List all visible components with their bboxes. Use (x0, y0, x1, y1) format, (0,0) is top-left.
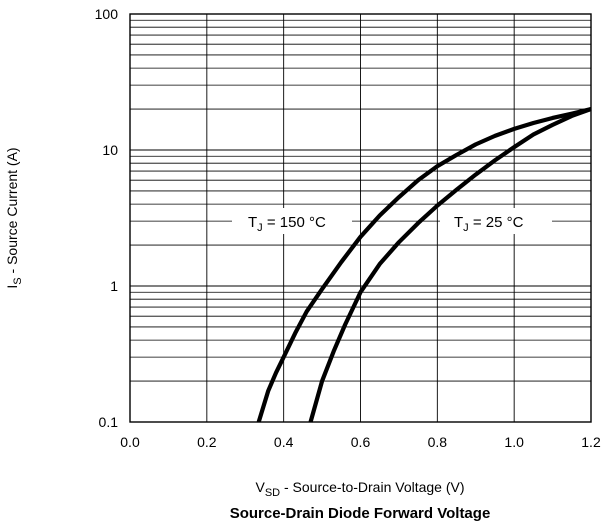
series-label-150: TJ = 150 °C (248, 214, 326, 234)
x-tick-label: 0.6 (351, 434, 371, 450)
series-label-150-main: T (248, 214, 257, 231)
series-label-25-main: T (454, 214, 463, 231)
x-axis-label-main: V (255, 479, 265, 495)
x-tick-label: 0.2 (197, 434, 217, 450)
x-tick-labels: 0.0 0.2 0.4 0.6 0.8 1.0 1.2 (120, 434, 601, 450)
series-group (256, 107, 592, 423)
curve-label-25-background (440, 208, 552, 234)
series-line-150c (256, 107, 592, 423)
y-tick-label: 10 (102, 142, 118, 158)
series-label-25: TJ = 25 °C (454, 214, 524, 234)
x-tick-label: 1.2 (581, 434, 601, 450)
y-axis-label-main: I (4, 285, 20, 289)
chart-title: Source-Drain Diode Forward Voltage (230, 505, 491, 522)
series-label-150-sub: J (257, 222, 263, 234)
y-tick-labels: 0.1 1 10 100 (95, 6, 119, 430)
series-label-150-rest: = 150 °C (263, 214, 326, 231)
x-tick-label: 1.0 (504, 434, 524, 450)
curve-label-150-background (232, 208, 352, 234)
x-tick-label: 0.0 (120, 434, 140, 450)
series-label-25-sub: J (463, 222, 469, 234)
y-axis-label-rest: - Source Current (A) (4, 147, 20, 277)
y-axis-label: IS - Source Current (A) (4, 147, 24, 288)
x-axis-label-sub: SD (265, 487, 280, 499)
x-tick-label: 0.4 (274, 434, 294, 450)
x-axis-label: VSD - Source-to-Drain Voltage (V) (255, 479, 464, 499)
x-tick-label: 0.8 (428, 434, 448, 450)
y-tick-label: 0.1 (99, 414, 119, 430)
y-axis-label-sub: S (12, 277, 24, 284)
y-tick-label: 100 (95, 6, 119, 22)
y-tick-label: 1 (110, 278, 118, 294)
x-axis-label-rest: - Source-to-Drain Voltage (V) (280, 479, 464, 495)
plot-frame (129, 13, 592, 423)
series-line-25c (308, 107, 592, 423)
grid-lines (129, 14, 592, 423)
series-label-25-rest: = 25 °C (469, 214, 524, 231)
